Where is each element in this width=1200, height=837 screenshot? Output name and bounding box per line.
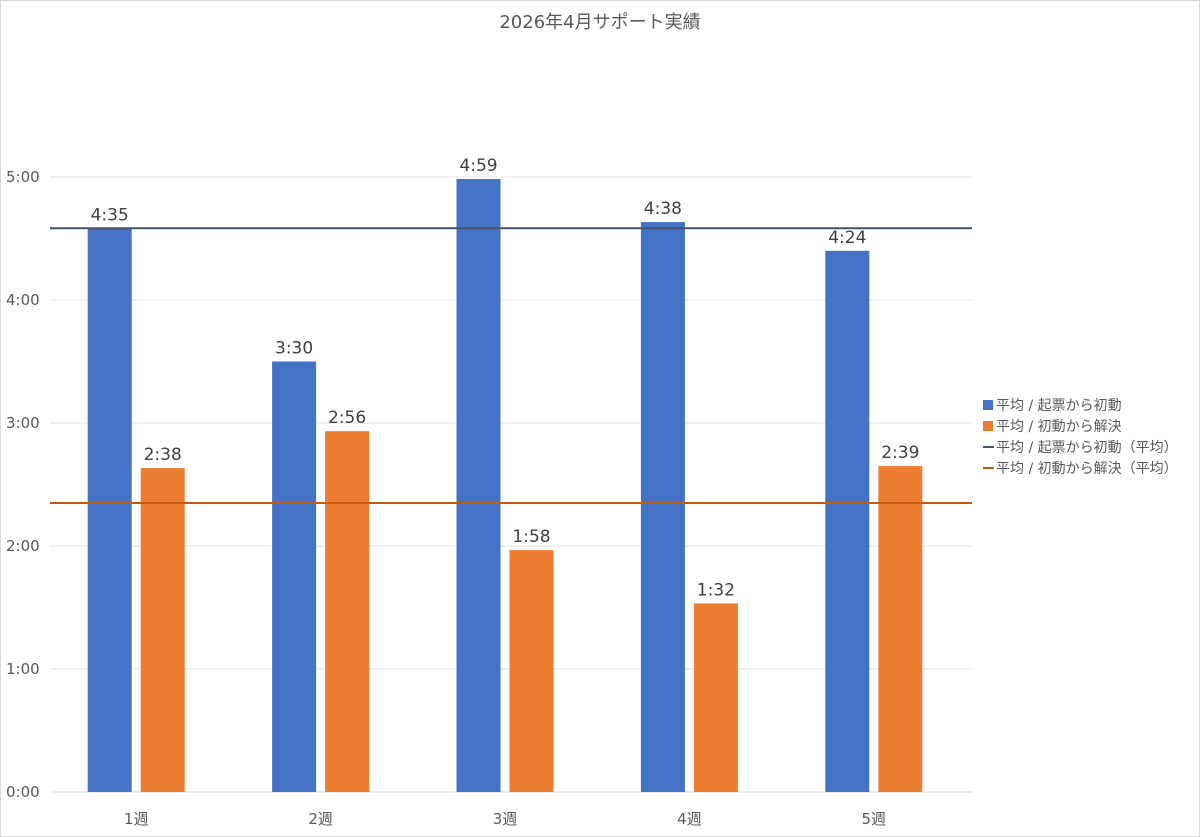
x-category-label: 4週 (677, 810, 702, 828)
data-label: 2:39 (881, 443, 919, 463)
y-tick-label: 1:00 (6, 660, 40, 678)
legend-entry: 平均 / 初動から解決 (996, 418, 1122, 435)
y-tick-label: 2:00 (6, 537, 40, 555)
y-tick-label: 3:00 (6, 414, 40, 432)
y-tick-label: 4:00 (6, 291, 40, 309)
chart-title: 2026年4月サポート実績 (499, 12, 700, 33)
legend-swatch-bar (983, 421, 993, 431)
data-label: 1:58 (512, 527, 550, 547)
x-category-label: 5週 (862, 810, 887, 828)
bar-resolution (140, 468, 185, 792)
legend-entry: 平均 / 起票から初動 (996, 397, 1122, 414)
y-axis-ticks: 0:00 1:00 2:00 3:00 4:00 5:00 (6, 168, 40, 801)
bar-first-response (640, 222, 685, 793)
bars (87, 179, 923, 793)
x-category-label: 2週 (308, 810, 333, 828)
data-label: 1:32 (697, 580, 735, 600)
legend-swatch-bar (983, 400, 993, 410)
bar-resolution (878, 466, 923, 792)
bar-resolution (325, 431, 370, 792)
data-label: 2:38 (144, 445, 182, 465)
data-label: 4:38 (644, 199, 682, 219)
x-axis-categories: 1週 2週 3週 4週 5週 (124, 810, 886, 828)
bar-first-response (456, 179, 501, 793)
y-tick-label: 5:00 (6, 168, 40, 186)
average-lines (50, 227, 972, 504)
bar-first-response (87, 228, 132, 792)
data-label: 3:30 (275, 339, 313, 359)
legend-entry: 平均 / 起票から初動（平均） (996, 439, 1178, 456)
bar-first-response (825, 250, 870, 793)
gridlines (50, 176, 972, 793)
bar-resolution (509, 550, 554, 792)
data-labels: 4:35 2:38 3:30 2:56 4:59 1:58 4:38 1:32 4:24 2:39 (91, 156, 920, 600)
legend-entry: 平均 / 初動から解決（平均） (996, 460, 1178, 477)
y-tick-label: 0:00 (6, 783, 40, 801)
bar-first-response (272, 361, 317, 792)
data-label: 4:24 (828, 228, 866, 248)
data-label: 2:56 (328, 408, 366, 428)
x-category-label: 1週 (124, 810, 149, 828)
bar-resolution (693, 603, 738, 792)
data-label: 4:59 (459, 156, 497, 176)
x-category-label: 3週 (493, 810, 518, 828)
data-label: 4:35 (91, 205, 129, 225)
